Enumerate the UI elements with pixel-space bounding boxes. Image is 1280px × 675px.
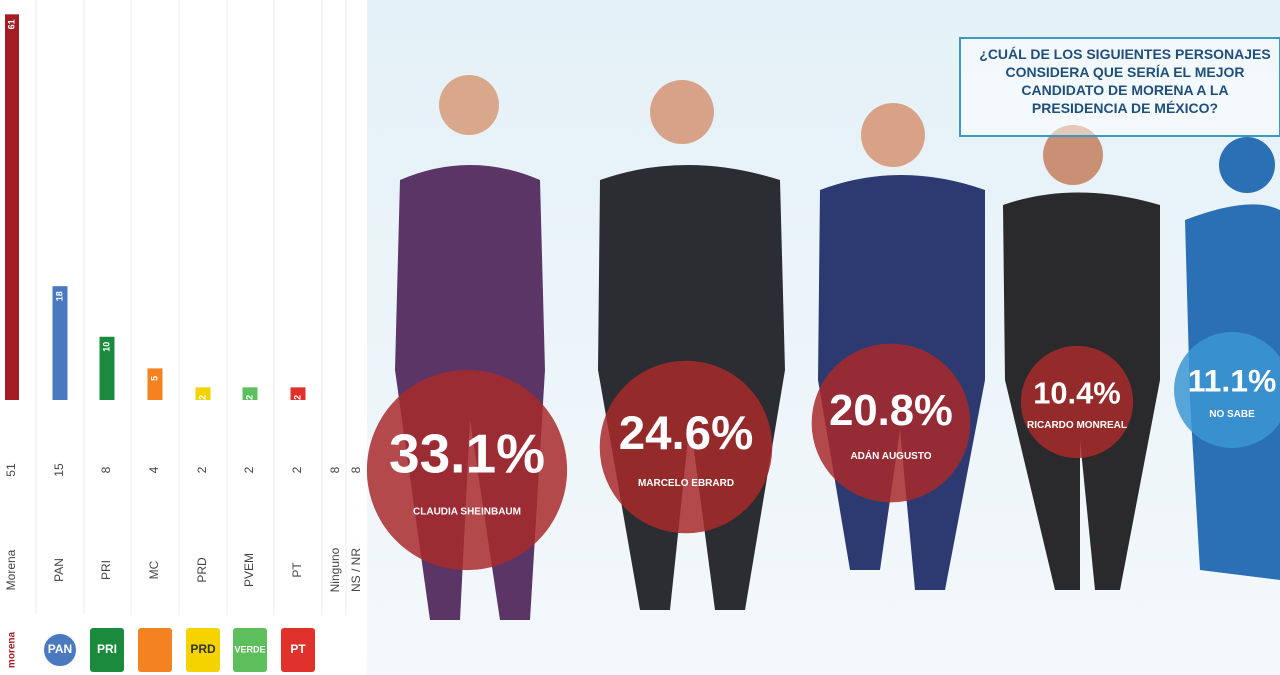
- party-logo-shape: [138, 628, 172, 672]
- party-logo-shape: [233, 628, 267, 672]
- party-logo-shape: [186, 628, 220, 672]
- bar: [242, 387, 258, 400]
- party-logo-shape: [42, 632, 78, 668]
- poll-value: 4: [147, 466, 161, 473]
- bubble: [366, 369, 568, 571]
- bar-value-label: 2: [292, 395, 302, 400]
- category-label: PT: [290, 562, 304, 578]
- question-box: [959, 37, 1280, 137]
- candidate-name: ADÁN AUGUSTO: [850, 449, 931, 462]
- candidate-name: NO SABE: [1209, 409, 1255, 420]
- category-label: NS / NR: [349, 548, 363, 592]
- party-logo: PAN: [48, 642, 72, 656]
- bar: [99, 336, 115, 400]
- party-logo: VERDE: [234, 644, 265, 654]
- bubble-value-label: 24.6%: [619, 407, 754, 460]
- poll-value: 2: [242, 466, 256, 473]
- bubble: [811, 343, 971, 503]
- bar-value-label: 2: [244, 395, 254, 400]
- bar: [147, 368, 163, 400]
- question-holder: ¿CUÁL DE LOS SIGUIENTES PERSONAJES CONSI…: [979, 46, 1271, 116]
- poll-value: 8: [349, 466, 363, 473]
- candidate-name: CLAUDIA SHEINBAUM: [413, 507, 521, 518]
- party-logo: PRI: [97, 642, 117, 656]
- party-logo: PRD: [190, 642, 216, 656]
- bubble-value-label: 33.1%: [389, 423, 545, 485]
- category-label: PAN: [52, 558, 66, 582]
- bubble-value-label: 11.1%: [1188, 362, 1277, 398]
- category-label: Ninguno: [328, 547, 342, 592]
- party-logo-shape: [90, 628, 124, 672]
- category-label: PRI: [99, 560, 113, 580]
- bubble-value-label: 10.4%: [1033, 375, 1121, 410]
- poll-value: 2: [195, 466, 209, 473]
- bubble: [1174, 332, 1280, 448]
- party-logo: PT: [290, 642, 306, 656]
- question-title: ¿CUÁL DE LOS SIGUIENTES PERSONAJES CONSI…: [979, 46, 1271, 116]
- bar-value-label: 61: [6, 19, 16, 29]
- poll-value: 15: [52, 463, 66, 477]
- poll-value: 8: [328, 466, 342, 473]
- bubble: [1020, 345, 1134, 459]
- candidate-name: MARCELO EBRARD: [638, 478, 734, 489]
- category-label: PRD: [195, 557, 209, 583]
- bar: [52, 286, 68, 400]
- category-label: Morena: [4, 549, 18, 590]
- bar-value-label: 2: [197, 395, 207, 400]
- category-label: MC: [147, 560, 161, 579]
- bar-value-label: 10: [101, 342, 111, 352]
- column-dividers: [35, 0, 347, 615]
- candidate-name: RICARDO MONREAL: [1027, 420, 1127, 431]
- poll-value: 2: [290, 466, 304, 473]
- bubble: [599, 360, 773, 534]
- bar: [195, 387, 211, 400]
- bubble-value-label: 20.8%: [829, 386, 953, 435]
- poll-value: 51: [4, 463, 18, 477]
- bar: [5, 14, 19, 401]
- party-logo: morena: [7, 632, 18, 669]
- bar-value-label: 18: [54, 291, 64, 301]
- bar-value-label: 5: [149, 376, 159, 381]
- bar: [290, 387, 306, 400]
- category-label: PVEM: [242, 553, 256, 587]
- party-logo-shape: [281, 628, 315, 672]
- poll-value: 8: [99, 466, 113, 473]
